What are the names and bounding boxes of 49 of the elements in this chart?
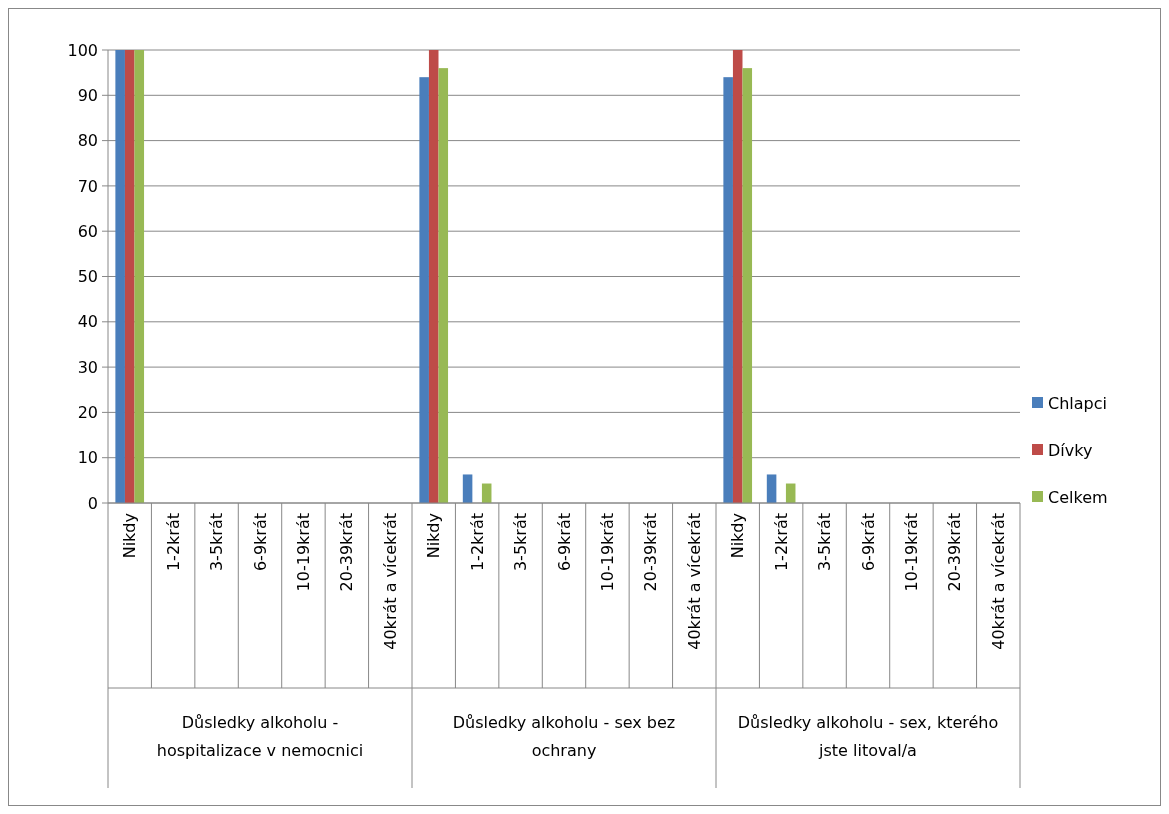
bar [428,50,439,503]
y-tick-label: 0 [87,493,98,513]
bar [766,474,777,503]
y-tick-label: 10 [77,448,98,468]
bar [134,50,145,503]
text: Důsledky alkoholu - sex, kterého jste litoval/a [737,713,999,760]
x-tick-label: 20-39krát [945,513,965,592]
bar [723,77,733,503]
x-tick-label: Nikdy [424,513,444,559]
y-tick-label: 60 [77,221,98,241]
x-tick-label: 10-19krát [598,513,618,592]
x-tick-label: 1-2krát [467,513,487,572]
x-tick-label: 40krát a vícekrát [380,513,400,650]
x-tick-label: Nikdy [728,513,748,559]
bar [732,50,743,503]
y-tick-label: 80 [77,131,98,151]
x-tick-label: 1-2krát [163,513,183,572]
x-tick-label: 6-9krát [858,513,878,572]
bar [115,50,125,503]
x-tick-label: 6-9krát [554,513,574,572]
x-tick-label: 10-19krát [294,513,314,592]
text: Důsledky alkoholu - sex bez ochrany [452,713,676,760]
y-tick-label: 20 [77,403,98,422]
bar [419,77,429,503]
x-tick-label: 40krát a vícekrát [988,513,1008,650]
x-tick-label: 3-5krát [511,513,531,572]
y-tick-label: 100 [67,40,98,60]
x-tick-label: Nikdy [120,513,140,559]
legend-label: Dívky [1048,440,1093,460]
x-tick-label: 3-5krát [207,513,227,572]
legend-label: Chlapci [1048,393,1107,413]
x-tick-label: 20-39krát [641,513,661,592]
x-tick-label: 6-9krát [250,513,270,572]
x-tick-label: 10-19krát [902,513,922,592]
y-tick-label: 40 [77,312,98,332]
x-tick-label: 3-5krát [815,513,835,572]
x-tick-label: 1-2krát [771,513,791,572]
y-tick-label: 30 [77,357,98,377]
y-tick-label: 90 [77,85,98,105]
text: Důsledky alkoholu - hospitalizace v nemocnici [156,713,364,760]
x-tick-label: 20-39krát [337,513,357,592]
y-tick-label: 70 [77,176,98,196]
bar [462,474,473,503]
x-tick-label: 40krát a vícekrát [684,513,704,650]
bar [742,68,753,503]
bar [438,68,449,503]
bar [124,50,135,503]
y-tick-label: 50 [77,267,98,287]
legend-label: Celkem [1048,487,1108,507]
